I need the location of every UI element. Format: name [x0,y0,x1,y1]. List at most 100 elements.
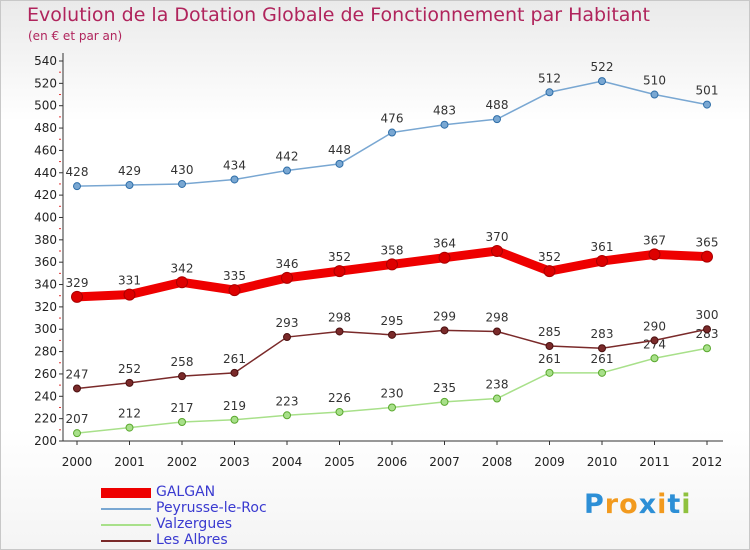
y-tick-label: 380 [34,233,57,247]
data-label: 298 [328,310,351,324]
legend-label: Les Albres [156,532,228,548]
data-point [543,265,556,278]
legend-swatch [101,488,151,498]
data-label: 476 [381,112,404,126]
logo-letter: i [657,489,668,520]
proxiti-logo: Proxiti [584,489,692,520]
data-label: 261 [538,352,561,366]
data-label: 365 [696,236,719,250]
data-point [650,336,659,345]
logo-letter: i [681,489,692,520]
data-point [335,327,344,336]
y-tick-label: 520 [34,76,57,90]
data-point [491,245,503,257]
data-point [493,115,501,124]
data-label: 212 [118,407,141,421]
data-label: 358 [381,243,404,257]
data-point [650,354,659,363]
y-tick-label: 400 [34,210,57,224]
data-label: 217 [171,401,194,415]
data-label: 361 [591,240,614,254]
data-point [73,384,81,393]
data-point [650,90,659,99]
data-point [493,394,501,403]
data-label: 483 [433,104,456,118]
logo-letter: t [667,489,682,520]
data-label: 429 [118,164,141,178]
data-point [598,368,606,377]
data-label: 512 [538,71,561,85]
data-label: 285 [538,325,561,339]
data-label: 367 [643,233,666,247]
data-label: 293 [276,316,299,330]
data-point [388,330,396,339]
y-tick-label: 240 [34,389,57,403]
data-label: 364 [433,237,456,251]
data-label: 331 [118,274,141,288]
logo-letter: r [604,489,620,520]
data-point [178,179,186,188]
y-tick-label: 360 [34,255,57,269]
data-point [335,159,344,168]
logo-letter: P [584,489,605,520]
data-label: 448 [328,143,351,157]
data-label: 329 [66,276,89,290]
x-tick-label: 2003 [219,455,250,469]
data-point [493,327,501,336]
logo-letter: x [638,489,658,520]
data-point [545,342,554,350]
legend-swatch [101,508,151,510]
data-point [281,271,293,284]
data-point [283,166,291,175]
data-label: 230 [381,386,404,400]
data-point [440,120,449,129]
data-point [703,100,711,109]
data-label: 298 [486,310,509,324]
data-point [125,423,134,432]
legend-label: Valzergues [156,516,233,532]
data-label: 261 [223,352,246,366]
data-point [283,411,291,420]
data-label: 295 [381,314,404,328]
data-label: 346 [276,257,299,271]
data-label: 219 [223,399,246,413]
data-label: 258 [171,355,194,369]
data-label: 238 [486,378,509,392]
logo-letter: o [619,489,639,520]
y-tick-label: 340 [34,278,57,292]
y-tick-label: 480 [34,121,57,135]
data-point [545,368,554,377]
data-label: 223 [276,394,299,408]
data-label: 522 [591,60,614,74]
data-point [545,88,554,97]
x-tick-label: 2012 [692,455,723,469]
data-point [388,403,396,412]
data-label: 442 [276,150,299,164]
data-point [598,77,606,86]
legend-label: Peyrusse-le-Roc [156,500,267,516]
data-point [178,418,186,426]
data-label: 252 [118,362,141,376]
legend-swatch [101,540,151,542]
data-label: 299 [433,309,456,323]
data-point [388,128,396,137]
x-tick-label: 2007 [429,455,460,469]
y-tick-label: 220 [34,412,57,426]
data-label: 283 [591,327,614,341]
data-label: 352 [538,250,561,264]
data-label: 434 [223,158,246,172]
x-tick-label: 2008 [482,455,513,469]
data-point [73,182,81,191]
data-point [178,372,186,381]
data-point [73,429,81,438]
data-point [230,175,239,184]
data-point [335,407,344,416]
data-point [176,276,188,289]
data-point [125,378,134,387]
data-point [438,251,451,264]
data-point [440,397,449,406]
data-point [123,288,136,301]
data-label: 261 [591,352,614,366]
